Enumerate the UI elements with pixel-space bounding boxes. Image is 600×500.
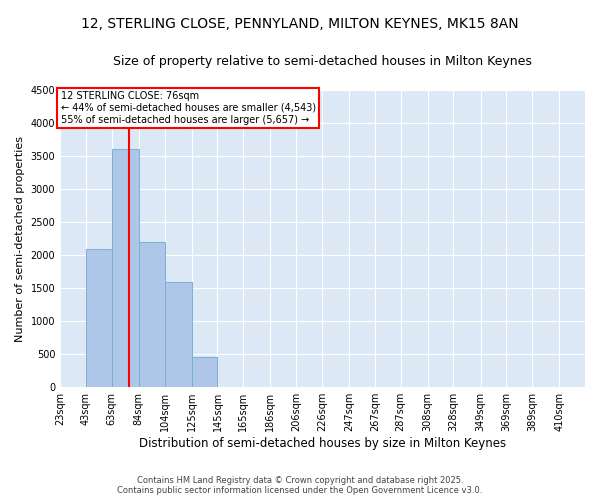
Text: 12, STERLING CLOSE, PENNYLAND, MILTON KEYNES, MK15 8AN: 12, STERLING CLOSE, PENNYLAND, MILTON KE… (81, 18, 519, 32)
Y-axis label: Number of semi-detached properties: Number of semi-detached properties (15, 136, 25, 342)
Bar (191, 358, 217, 387)
Text: 12 STERLING CLOSE: 76sqm
← 44% of semi-detached houses are smaller (4,543)
55% o: 12 STERLING CLOSE: 76sqm ← 44% of semi-d… (61, 92, 316, 124)
Bar (139, 242, 164, 387)
Bar (86, 248, 112, 387)
Bar (164, 282, 191, 387)
Bar (112, 150, 139, 387)
Text: Contains HM Land Registry data © Crown copyright and database right 2025.
Contai: Contains HM Land Registry data © Crown c… (118, 476, 482, 495)
X-axis label: Distribution of semi-detached houses by size in Milton Keynes: Distribution of semi-detached houses by … (139, 437, 506, 450)
Title: Size of property relative to semi-detached houses in Milton Keynes: Size of property relative to semi-detach… (113, 55, 532, 68)
